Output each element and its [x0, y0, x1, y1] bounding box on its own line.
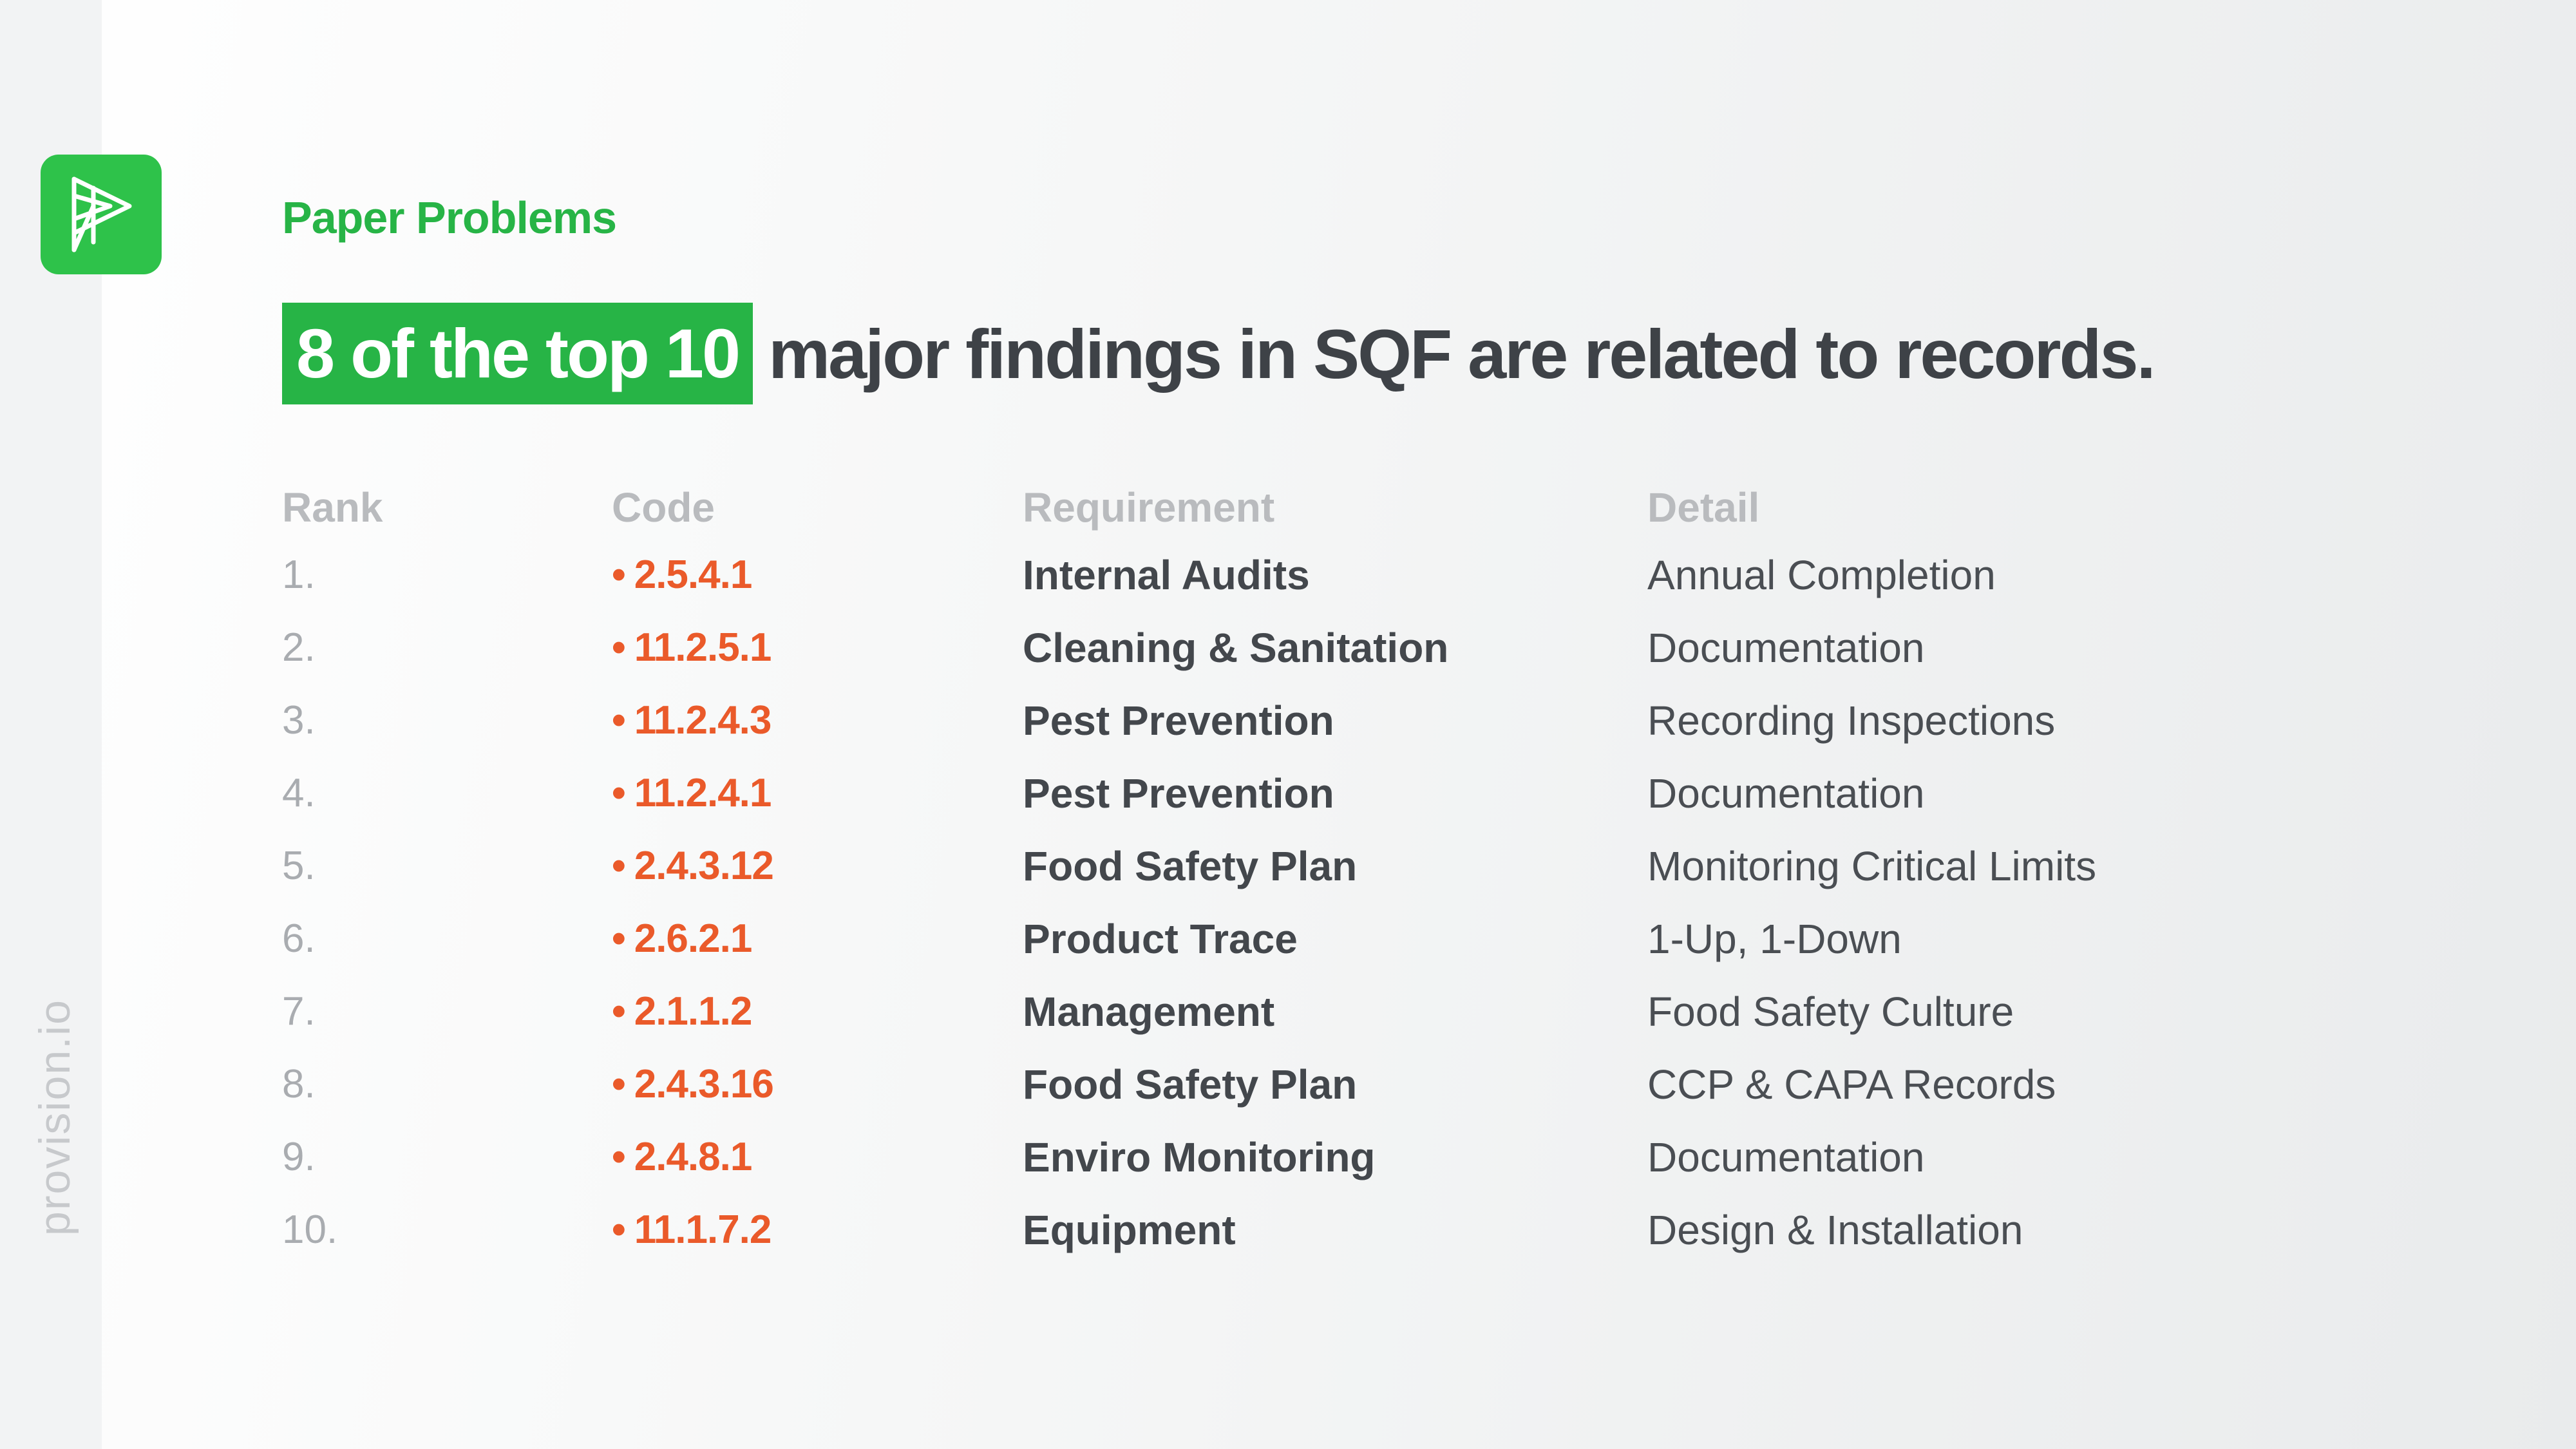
headline: 8 of the top 10 major findings in SQF ar…	[282, 303, 2156, 404]
detail-cell: CCP & CAPA Records	[1647, 1061, 2056, 1108]
rank-cell: 2.	[282, 625, 316, 670]
rank-cell: 3.	[282, 698, 316, 743]
code-value: 2.1.1.2	[634, 989, 753, 1034]
bullet-icon: •	[612, 553, 626, 597]
bullet-icon: •	[612, 698, 626, 743]
table-row: 4. • 11.2.4.1 Pest Prevention Documentati…	[282, 757, 2278, 829]
detail-cell: Monitoring Critical Limits	[1647, 842, 2097, 889]
code-value: 11.1.7.2	[634, 1208, 772, 1252]
table-row: 8. • 2.4.3.16 Food Safety Plan CCP & CAPA…	[282, 1048, 2278, 1121]
code-cell: • 2.1.1.2	[612, 989, 1023, 1034]
findings-table: Rank Code Requirement Detail 1. • 2.5.4.1…	[282, 477, 2278, 1266]
bullet-icon: •	[612, 989, 626, 1034]
header-rank: Rank	[282, 484, 383, 531]
requirement-cell: Pest Prevention	[1023, 697, 1334, 744]
table-row: 3. • 11.2.4.3 Pest Prevention Recording I…	[282, 684, 2278, 757]
code-value: 11.2.5.1	[634, 625, 772, 670]
requirement-cell: Enviro Monitoring	[1023, 1133, 1376, 1180]
rank-cell: 7.	[282, 989, 316, 1034]
detail-cell: 1-Up, 1-Down	[1647, 915, 1902, 962]
provision-logo-icon	[41, 155, 162, 274]
code-cell: • 11.2.4.3	[612, 697, 1023, 743]
code-cell: • 11.2.4.1	[612, 770, 1023, 816]
code-value: 2.4.3.16	[634, 1062, 774, 1106]
code-value: 2.4.3.12	[634, 844, 774, 888]
requirement-cell: Food Safety Plan	[1023, 1061, 1358, 1108]
headline-highlight: 8 of the top 10	[282, 303, 753, 404]
rank-cell: 10.	[282, 1208, 338, 1252]
rank-cell: 6.	[282, 916, 316, 961]
header-detail: Detail	[1647, 484, 1760, 531]
requirement-cell: Equipment	[1023, 1206, 1236, 1253]
code-cell: • 11.2.5.1	[612, 625, 1023, 670]
table-row: 7. • 2.1.1.2 Management Food Safety Cultu…	[282, 975, 2278, 1048]
bullet-icon: •	[612, 1062, 626, 1106]
code-value: 2.6.2.1	[634, 916, 753, 961]
code-cell: • 11.1.7.2	[612, 1207, 1023, 1253]
detail-cell: Food Safety Culture	[1647, 988, 2014, 1035]
bullet-icon: •	[612, 625, 626, 670]
requirement-cell: Management	[1023, 988, 1275, 1035]
requirement-cell: Food Safety Plan	[1023, 842, 1358, 889]
code-value: 11.2.4.1	[634, 771, 772, 815]
detail-cell: Documentation	[1647, 624, 1925, 671]
requirement-cell: Internal Audits	[1023, 551, 1310, 598]
requirement-cell: Cleaning & Sanitation	[1023, 624, 1449, 671]
table-header-row: Rank Code Requirement Detail	[282, 477, 2278, 538]
detail-cell: Documentation	[1647, 770, 1925, 817]
table-row: 1. • 2.5.4.1 Internal Audits Annual Compl…	[282, 538, 2278, 611]
table-row: 6. • 2.6.2.1 Product Trace 1-Up, 1-Down	[282, 902, 2278, 975]
header-requirement: Requirement	[1023, 484, 1275, 531]
section-eyebrow: Paper Problems	[282, 193, 617, 243]
header-code: Code	[612, 484, 715, 531]
detail-cell: Annual Completion	[1647, 551, 1996, 598]
requirement-cell: Pest Prevention	[1023, 770, 1334, 817]
bullet-icon: •	[612, 916, 626, 961]
detail-cell: Design & Installation	[1647, 1206, 2023, 1253]
table-row: 10. • 11.1.7.2 Equipment Design & Install…	[282, 1193, 2278, 1266]
rank-cell: 9.	[282, 1135, 316, 1179]
detail-cell: Recording Inspections	[1647, 697, 2056, 744]
bullet-icon: •	[612, 844, 626, 888]
code-cell: • 2.4.8.1	[612, 1134, 1023, 1180]
code-cell: • 2.6.2.1	[612, 916, 1023, 961]
bullet-icon: •	[612, 1135, 626, 1179]
detail-cell: Documentation	[1647, 1133, 1925, 1180]
code-value: 2.4.8.1	[634, 1135, 753, 1179]
table-row: 2. • 11.2.5.1 Cleaning & Sanitation Docum…	[282, 611, 2278, 684]
rank-cell: 5.	[282, 844, 316, 888]
table-row: 5. • 2.4.3.12 Food Safety Plan Monitoring…	[282, 829, 2278, 902]
rank-cell: 1.	[282, 553, 316, 597]
bullet-icon: •	[612, 771, 626, 815]
brand-vertical-text: provision.io	[30, 999, 79, 1236]
code-cell: • 2.5.4.1	[612, 552, 1023, 598]
headline-text: major findings in SQF are related to rec…	[768, 314, 2156, 393]
code-value: 2.5.4.1	[634, 553, 753, 597]
rank-cell: 8.	[282, 1062, 316, 1106]
logo-mark-icon	[71, 176, 132, 252]
code-cell: • 2.4.3.16	[612, 1061, 1023, 1107]
code-value: 11.2.4.3	[634, 698, 772, 743]
table-row: 9. • 2.4.8.1 Enviro Monitoring Documentat…	[282, 1121, 2278, 1193]
code-cell: • 2.4.3.12	[612, 843, 1023, 889]
rank-cell: 4.	[282, 771, 316, 815]
requirement-cell: Product Trace	[1023, 915, 1298, 962]
bullet-icon: •	[612, 1208, 626, 1252]
